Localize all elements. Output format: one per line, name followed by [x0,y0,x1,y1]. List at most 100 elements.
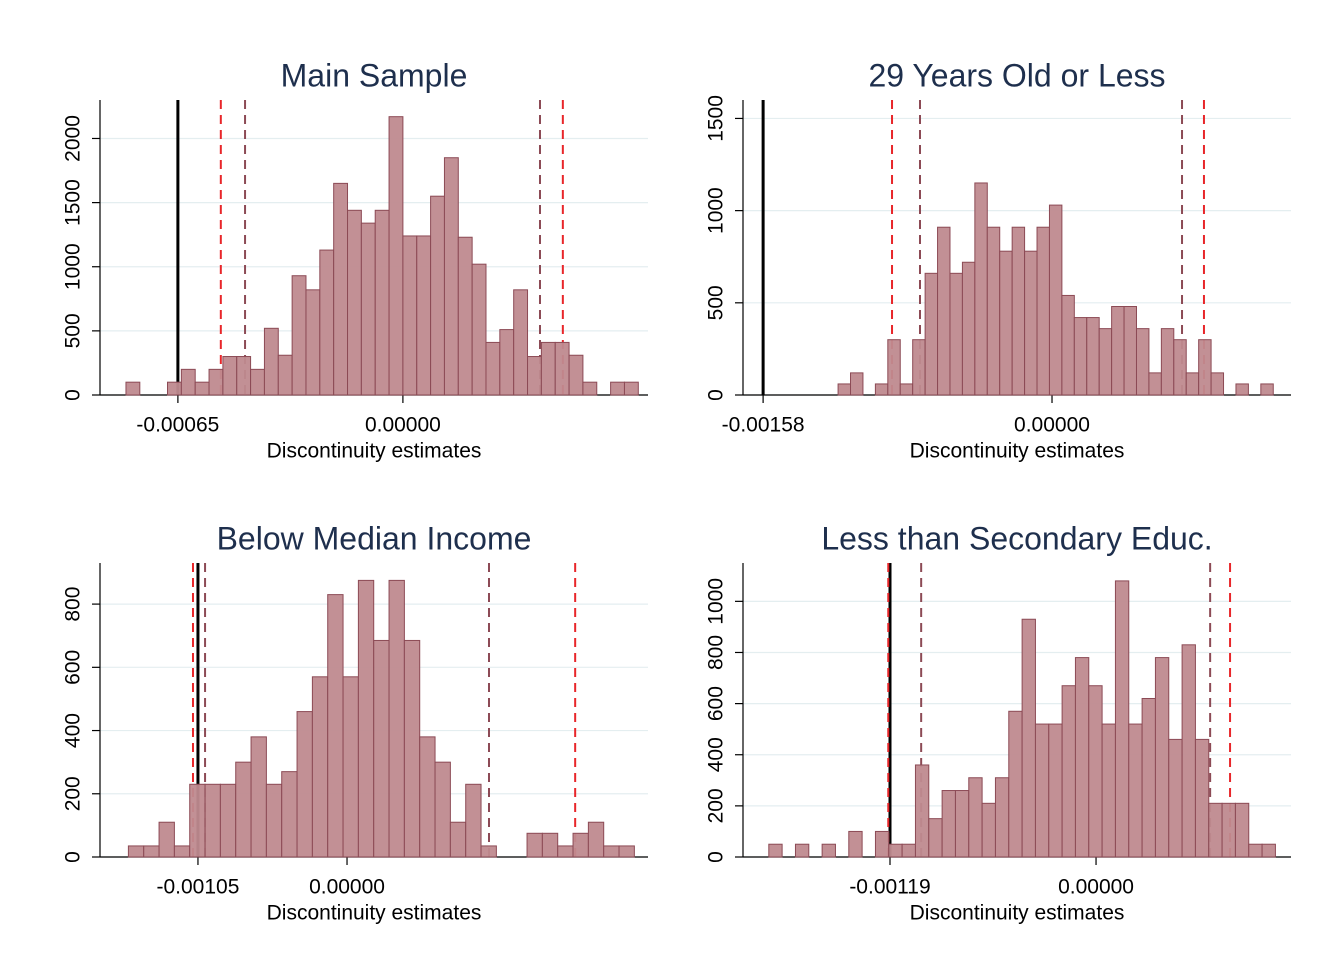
bar [513,289,529,396]
bar [374,209,390,396]
bar [994,777,1010,858]
y-tick-label: 500 [62,313,85,348]
bar [582,381,598,396]
x-axis-label: Discontinuity estimates [910,440,1125,463]
x-tick-label: -0.00105 [157,876,240,899]
bar [1160,328,1175,396]
chart-title: Main Sample [281,57,468,93]
bar [603,845,620,858]
bar [291,275,307,396]
bar [968,777,983,858]
bar [837,383,852,396]
y-tick-label: 400 [705,737,728,772]
y-tick-label: 400 [62,713,85,748]
bar [1036,226,1050,396]
bar [1111,306,1125,396]
bar [499,329,515,396]
bar [949,272,963,396]
bar [1024,250,1038,396]
bar [1198,339,1212,396]
bar [277,354,293,396]
y-tick-label: 1500 [62,179,85,226]
bar [1073,317,1088,396]
bar [388,579,405,858]
bar [416,235,432,396]
x-axis-label: Discontinuity estimates [267,902,482,925]
bar [1208,802,1223,858]
bar [618,845,635,858]
bar [1098,328,1113,396]
bar [1088,685,1103,858]
bar [250,736,267,858]
bar [821,843,836,858]
y-tick-label: 0 [705,851,728,863]
bar [961,261,976,396]
y-tick-label: 200 [62,776,85,811]
bar [342,676,359,858]
bar [1048,204,1063,396]
bar [1154,657,1170,858]
bar [263,327,279,396]
bar [250,368,265,396]
bar [208,368,224,396]
bar [1123,306,1137,396]
y-tick-label: 0 [62,851,85,863]
bar [471,263,487,396]
bar [901,843,916,858]
bar [1221,802,1236,858]
panel: Main Sample 0 500 1000 1500 2000 -0.00065 0.000… [62,57,648,463]
x-tick-label: 0.00000 [1058,876,1134,899]
chart-title: 29 Years Old or Less [868,57,1165,93]
bar [465,783,482,858]
bar [388,116,404,396]
bar [1061,685,1076,858]
x-axis-label: Discontinuity estimates [267,440,482,463]
bar [357,579,375,858]
bar [402,235,418,396]
bar [999,250,1013,396]
bar [1128,723,1143,858]
bar [887,339,901,396]
bar [1135,328,1150,396]
bar [928,818,943,858]
chart-title: Less than Secondary Educ. [821,520,1212,556]
bar [1021,618,1036,858]
bar [222,356,238,396]
y-tick-label: 1000 [705,578,728,625]
bar [430,195,445,396]
bar [236,356,252,396]
bar [449,821,467,858]
bar [1260,383,1274,396]
y-tick-label: 0 [62,389,85,401]
bar [848,830,863,858]
bar [281,771,298,858]
y-tick-label: 600 [705,686,728,721]
bar [888,843,903,858]
bar [914,764,930,858]
bar [360,222,376,396]
y-tick-label: 1500 [705,95,728,142]
bar [485,341,501,396]
x-axis-label: Discontinuity estimates [910,902,1125,925]
bar [235,761,252,858]
bar [540,341,556,396]
bar [850,372,864,396]
bar [1086,317,1100,396]
bar [305,289,321,396]
bar [143,845,160,858]
bar [443,157,459,396]
y-tick-label: 500 [705,285,728,320]
bar [1168,738,1183,858]
y-tick-label: 1000 [62,243,85,290]
bar [333,182,349,396]
bar [1248,843,1263,858]
bar [623,381,639,396]
bar [874,830,890,858]
bar [296,711,313,858]
x-tick-label: 0.00000 [309,876,385,899]
bar [557,845,574,858]
bar [125,381,141,396]
bar [1074,657,1090,858]
